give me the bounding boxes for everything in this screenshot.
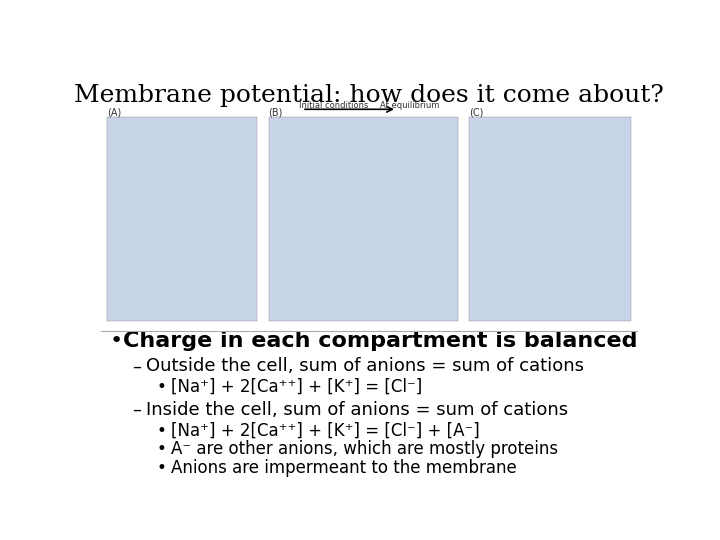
Text: [Na⁺] + 2[Ca⁺⁺] + [K⁺] = [Cl⁻] + [A⁻]: [Na⁺] + 2[Ca⁺⁺] + [K⁺] = [Cl⁻] + [A⁻] bbox=[171, 422, 480, 440]
Text: [Na⁺] + 2[Ca⁺⁺] + [K⁺] = [Cl⁻]: [Na⁺] + 2[Ca⁺⁺] + [K⁺] = [Cl⁻] bbox=[171, 378, 422, 396]
Text: Initial conditions: Initial conditions bbox=[300, 101, 369, 110]
Text: (A): (A) bbox=[107, 107, 121, 118]
FancyBboxPatch shape bbox=[269, 117, 459, 321]
Text: Charge in each compartment is balanced: Charge in each compartment is balanced bbox=[124, 332, 638, 352]
Text: A⁻ are other anions, which are mostly proteins: A⁻ are other anions, which are mostly pr… bbox=[171, 441, 558, 458]
Text: Anions are impermeant to the membrane: Anions are impermeant to the membrane bbox=[171, 459, 517, 477]
Text: At equilibrium: At equilibrium bbox=[380, 101, 439, 110]
Text: Inside the cell, sum of anions = sum of cations: Inside the cell, sum of anions = sum of … bbox=[145, 401, 568, 419]
Text: •: • bbox=[157, 378, 167, 396]
Text: Outside the cell, sum of anions = sum of cations: Outside the cell, sum of anions = sum of… bbox=[145, 357, 584, 375]
FancyBboxPatch shape bbox=[107, 117, 258, 321]
Text: •: • bbox=[109, 332, 123, 352]
FancyBboxPatch shape bbox=[469, 117, 631, 321]
Text: (B): (B) bbox=[269, 107, 283, 118]
Text: •: • bbox=[157, 459, 167, 477]
Text: (C): (C) bbox=[469, 107, 484, 118]
Text: •: • bbox=[157, 441, 167, 458]
Text: –: – bbox=[132, 357, 141, 375]
Text: •: • bbox=[157, 422, 167, 440]
Text: –: – bbox=[132, 401, 141, 419]
Text: Membrane potential: how does it come about?: Membrane potential: how does it come abo… bbox=[74, 84, 664, 106]
